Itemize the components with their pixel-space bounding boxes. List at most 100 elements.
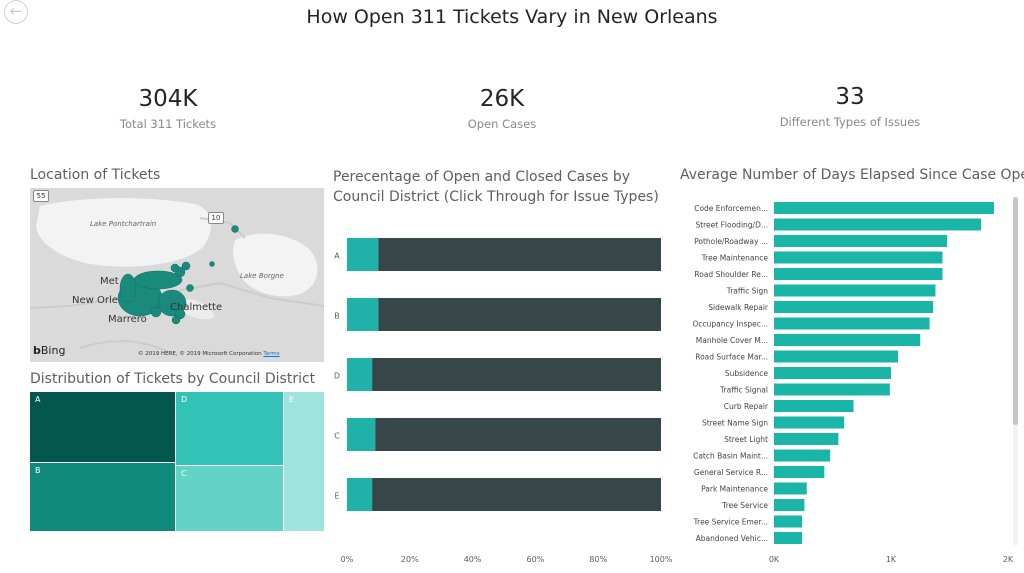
terms-link[interactable]: Terms	[263, 351, 280, 357]
label-lake-borgne: Lake Borgne	[240, 272, 284, 280]
bar-closed-segment	[372, 358, 661, 391]
label-chalmette: Chalmette	[170, 302, 223, 313]
attribution-text: © 2019 HERE, © 2019 Microsoft Corporatio…	[138, 351, 262, 357]
treemap-cell-a[interactable]: A	[30, 392, 175, 462]
bar-open-segment	[347, 418, 376, 451]
bar-open-segment	[347, 238, 379, 271]
bar	[774, 515, 803, 528]
scrollbar-thumb[interactable]	[1013, 197, 1018, 425]
bar	[774, 268, 943, 280]
x-tick-label: 100%	[650, 555, 673, 564]
kpi-open-cases: 26K Open Cases	[402, 86, 602, 131]
bar-closed-segment	[375, 418, 661, 451]
bar	[774, 532, 803, 544]
bar-open-segment	[347, 478, 373, 511]
y-tick-label: Tree Service Emer...	[693, 518, 768, 527]
kpi-value: 26K	[479, 86, 525, 112]
kpi-label: Different Types of Issues	[779, 115, 921, 129]
treemap-title: Distribution of Tickets by Council Distr…	[30, 371, 316, 387]
y-tick-label: Code Enforcemen...	[694, 204, 768, 213]
y-tick-label: D	[334, 372, 340, 381]
bar-closed-segment	[378, 298, 661, 331]
label-lake-pontchartrain: Lake Pontchartrain	[90, 220, 157, 228]
treemap-cell-e[interactable]: E	[284, 392, 324, 531]
bar	[774, 433, 839, 445]
y-tick-label: Tree Maintenance	[701, 254, 769, 263]
kpi-label: Open Cases	[467, 117, 537, 131]
y-tick-label: Tree Service	[721, 501, 768, 510]
bar	[774, 301, 934, 313]
label-metairie: Met	[100, 276, 119, 287]
y-tick-label: General Service R...	[694, 468, 768, 477]
bar	[774, 466, 825, 478]
bar	[774, 383, 890, 396]
x-tick-label: 20%	[401, 555, 419, 564]
y-tick-label: Subsidence	[725, 369, 769, 378]
bing-logo-text: Bing	[40, 344, 66, 357]
y-tick-label: Pothole/Roadway ...	[694, 237, 768, 246]
y-tick-label: Traffic Sign	[726, 287, 769, 296]
highway-55-shield-icon: 55	[33, 190, 49, 202]
bar	[774, 218, 982, 231]
y-tick-label: Abandoned Vehic...	[696, 534, 768, 543]
bar-open-segment	[347, 298, 379, 331]
bar	[774, 202, 994, 214]
x-tick-label: 2K	[1003, 555, 1014, 564]
y-tick-label: Sidewalk Repair	[708, 303, 769, 312]
y-tick-label: Street Light	[724, 435, 768, 444]
y-tick-label: Park Maintenance	[701, 485, 768, 494]
kpi-label: Total 311 Tickets	[119, 117, 217, 131]
treemap-cell-d[interactable]: D	[176, 392, 283, 465]
interstate-10-shield-icon: 10	[208, 212, 224, 224]
avg-days-chart-title: Average Number of Days Elapsed Since Cas…	[680, 167, 1024, 183]
ticket-location-map[interactable]: Lake Pontchartrain Lake Borgne Met New O…	[30, 188, 324, 362]
map-attribution: © 2019 HERE, © 2019 Microsoft Corporatio…	[138, 351, 280, 357]
back-button[interactable]: ←	[4, 0, 28, 24]
y-tick-label: C	[334, 432, 340, 441]
bing-b-icon: b	[33, 344, 41, 357]
y-tick-label: Occupancy Inspec...	[693, 320, 768, 329]
bar	[774, 251, 943, 264]
label-new-orleans: New Orle	[72, 295, 118, 306]
map-title: Location of Tickets	[30, 167, 161, 183]
y-tick-label: B	[334, 312, 340, 321]
x-tick-label: 80%	[589, 555, 607, 564]
map-canvas	[30, 188, 324, 362]
bar-open-segment	[347, 358, 373, 391]
bar	[774, 317, 930, 330]
y-tick-label: Road Surface Mar...	[695, 353, 768, 362]
bing-logo: bBing	[33, 344, 65, 357]
avg-days-chart: Code Enforcemen... Street Flooding/D... Po…	[693, 202, 1014, 564]
y-tick-label: Road Shoulder Re...	[694, 270, 768, 279]
y-tick-label: E	[334, 492, 339, 501]
bar-closed-segment	[372, 478, 661, 511]
bar-closed-segment	[378, 238, 661, 271]
bar	[774, 334, 921, 346]
back-arrow-icon: ←	[9, 2, 23, 20]
bar	[774, 416, 845, 429]
treemap-cell-b[interactable]: B	[30, 463, 175, 531]
kpi-total-tickets: 304K Total 311 Tickets	[68, 86, 268, 131]
y-tick-label: Street Name Sign	[702, 419, 768, 428]
bar	[774, 367, 891, 379]
open-closed-chart: A B D C E 0% 20% 40% 60% 80% 100%	[334, 238, 673, 564]
bar	[774, 350, 899, 363]
bar	[774, 235, 948, 247]
x-tick-label: 60%	[527, 555, 545, 564]
kpi-issue-types: 33 Different Types of Issues	[750, 84, 950, 129]
district-treemap: A B D C E	[30, 392, 324, 531]
page-title: How Open 311 Tickets Vary in New Orleans	[306, 6, 718, 28]
bar	[774, 449, 831, 462]
x-tick-label: 0%	[341, 555, 354, 564]
bar	[774, 482, 807, 495]
open-closed-chart-title: Perecentage of Open and Closed Cases by …	[333, 169, 659, 205]
kpi-value: 304K	[138, 86, 198, 112]
y-tick-label: Manhole Cover M...	[696, 336, 768, 345]
bar	[774, 284, 936, 297]
bar	[774, 400, 854, 412]
kpi-value: 33	[835, 84, 865, 110]
treemap-cell-c[interactable]: C	[176, 466, 283, 531]
x-tick-label: 40%	[464, 555, 482, 564]
ticket-points	[117, 225, 239, 325]
y-tick-label: A	[334, 252, 340, 261]
